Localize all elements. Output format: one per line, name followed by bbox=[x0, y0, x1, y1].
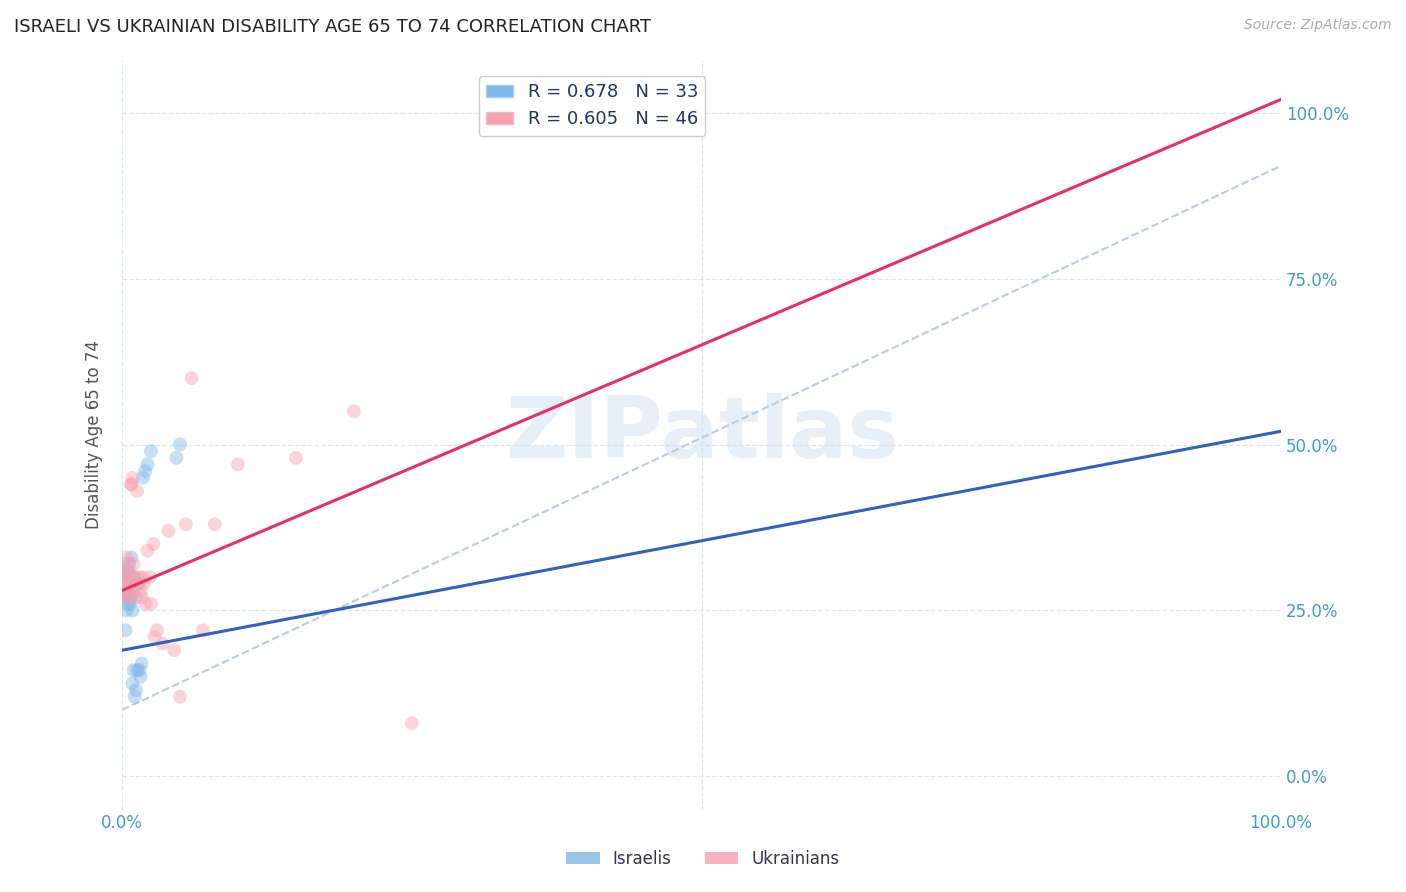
Point bbox=[117, 597, 139, 611]
Point bbox=[139, 597, 162, 611]
Text: Source: ZipAtlas.com: Source: ZipAtlas.com bbox=[1244, 18, 1392, 32]
Point bbox=[115, 564, 138, 578]
Point bbox=[124, 690, 146, 704]
Point bbox=[120, 577, 142, 591]
Point bbox=[122, 577, 145, 591]
Point bbox=[114, 577, 136, 591]
Point bbox=[122, 663, 145, 677]
Point bbox=[120, 590, 142, 604]
Point bbox=[131, 657, 153, 671]
Point bbox=[132, 471, 155, 485]
Point bbox=[115, 550, 138, 565]
Point bbox=[180, 371, 202, 385]
Point bbox=[174, 517, 197, 532]
Point bbox=[120, 583, 142, 598]
Point bbox=[121, 583, 143, 598]
Point bbox=[115, 603, 138, 617]
Point bbox=[122, 557, 145, 571]
Point bbox=[121, 676, 143, 690]
Point bbox=[118, 564, 141, 578]
Point bbox=[169, 437, 191, 451]
Point bbox=[120, 477, 142, 491]
Point bbox=[114, 557, 136, 571]
Point bbox=[139, 570, 162, 584]
Point bbox=[134, 597, 156, 611]
Point bbox=[124, 570, 146, 584]
Y-axis label: Disability Age 65 to 74: Disability Age 65 to 74 bbox=[86, 340, 103, 529]
Point bbox=[117, 577, 139, 591]
Point bbox=[169, 690, 191, 704]
Point bbox=[136, 458, 159, 472]
Point bbox=[131, 590, 153, 604]
Point bbox=[166, 450, 188, 465]
Text: ISRAELI VS UKRAINIAN DISABILITY AGE 65 TO 74 CORRELATION CHART: ISRAELI VS UKRAINIAN DISABILITY AGE 65 T… bbox=[14, 18, 651, 36]
Point bbox=[132, 570, 155, 584]
Point bbox=[132, 577, 155, 591]
Point bbox=[120, 597, 142, 611]
Point bbox=[136, 543, 159, 558]
Point bbox=[120, 570, 142, 584]
Point bbox=[401, 716, 423, 731]
Point bbox=[125, 683, 148, 698]
Point bbox=[127, 663, 149, 677]
Point bbox=[120, 477, 142, 491]
Point bbox=[112, 570, 135, 584]
Point bbox=[127, 577, 149, 591]
Point bbox=[157, 524, 180, 538]
Point bbox=[139, 444, 162, 458]
Point bbox=[127, 483, 149, 498]
Point bbox=[121, 603, 143, 617]
Legend: Israelis, Ukrainians: Israelis, Ukrainians bbox=[560, 844, 846, 875]
Point bbox=[118, 570, 141, 584]
Point bbox=[122, 570, 145, 584]
Point bbox=[129, 583, 152, 598]
Point bbox=[163, 643, 186, 657]
Point bbox=[129, 670, 152, 684]
Point bbox=[146, 624, 169, 638]
Point bbox=[114, 583, 136, 598]
Point bbox=[128, 663, 150, 677]
Point bbox=[284, 450, 307, 465]
Point bbox=[193, 624, 215, 638]
Point bbox=[117, 570, 139, 584]
Text: ZIPatlas: ZIPatlas bbox=[505, 393, 898, 476]
Point bbox=[134, 464, 156, 478]
Point bbox=[112, 590, 135, 604]
Point bbox=[117, 564, 139, 578]
Point bbox=[120, 570, 142, 584]
Point bbox=[114, 624, 136, 638]
Point bbox=[118, 583, 141, 598]
Point bbox=[120, 550, 142, 565]
Point bbox=[121, 471, 143, 485]
Point bbox=[343, 404, 366, 418]
Point bbox=[127, 577, 149, 591]
Point bbox=[117, 583, 139, 598]
Point bbox=[226, 458, 249, 472]
Point bbox=[125, 590, 148, 604]
Point bbox=[152, 637, 174, 651]
Legend: R = 0.678   N = 33, R = 0.605   N = 46: R = 0.678 N = 33, R = 0.605 N = 46 bbox=[479, 76, 706, 136]
Point bbox=[120, 590, 142, 604]
Point bbox=[128, 570, 150, 584]
Point bbox=[143, 630, 166, 644]
Point bbox=[118, 557, 141, 571]
Point bbox=[142, 537, 165, 551]
Point bbox=[115, 590, 138, 604]
Point bbox=[118, 590, 141, 604]
Point bbox=[204, 517, 226, 532]
